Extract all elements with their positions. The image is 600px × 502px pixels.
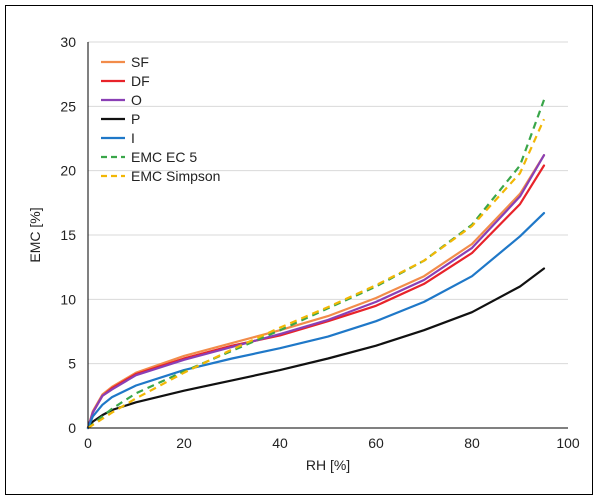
y-tick-label: 10 xyxy=(60,291,76,307)
series-line-o xyxy=(86,154,546,430)
legend-label: DF xyxy=(131,73,150,89)
legend-label: EMC Simpson xyxy=(131,168,220,184)
series-lines xyxy=(86,99,546,430)
y-tick-label: 20 xyxy=(60,163,76,179)
x-tick-label: 100 xyxy=(556,435,580,451)
x-tick-label: 80 xyxy=(464,435,480,451)
series-line-i xyxy=(86,212,546,430)
y-axis-label: EMC [%] xyxy=(27,207,43,262)
x-tick-label: 0 xyxy=(84,435,92,451)
axes xyxy=(87,42,568,429)
legend-label: I xyxy=(131,130,135,146)
x-tick-label: 40 xyxy=(272,435,288,451)
y-tick-label: 15 xyxy=(60,227,76,243)
x-axis-label: RH [%] xyxy=(306,457,350,473)
legend: SF DF OPI EMC EC 5 EMC Simpson xyxy=(101,54,220,184)
series-line-sf xyxy=(86,154,546,430)
legend-label: O xyxy=(131,92,142,108)
y-tick-label: 30 xyxy=(60,34,76,50)
series-line-emc-simpson xyxy=(87,118,546,429)
y-tick-labels: 0 5 10 15 20 25 30 xyxy=(60,34,76,436)
y-tick-label: 0 xyxy=(68,420,76,436)
series-line-emc-ec-5 xyxy=(87,99,546,429)
legend-label: SF xyxy=(131,54,149,70)
x-tick-labels: 0 20 40 60 80 100 xyxy=(84,435,580,451)
series-line-df xyxy=(86,164,546,430)
legend-label: P xyxy=(131,111,140,127)
chart-frame xyxy=(5,5,593,495)
x-tick-label: 20 xyxy=(176,435,192,451)
x-tick-label: 60 xyxy=(368,435,384,451)
series-line-p xyxy=(86,267,546,430)
y-tick-label: 5 xyxy=(68,356,76,372)
legend-label: EMC EC 5 xyxy=(131,149,197,165)
y-tick-label: 25 xyxy=(60,98,76,114)
